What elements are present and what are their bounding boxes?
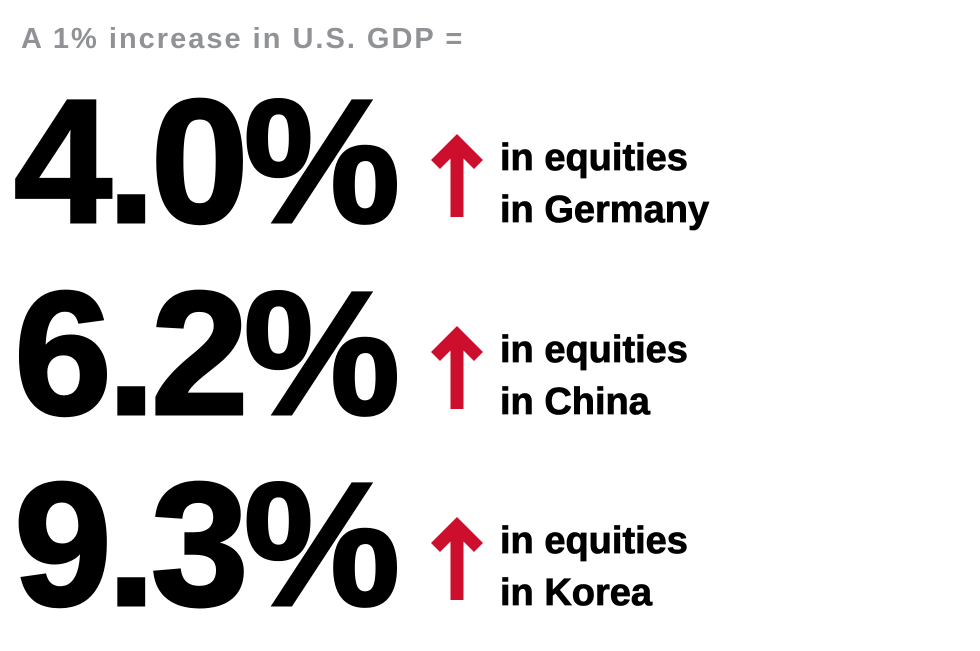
up-arrow-icon	[431, 134, 483, 217]
stat-label-line2: in Korea	[500, 572, 653, 615]
stat-label-line2: in China	[500, 381, 651, 424]
stat-label: in equities in Korea	[500, 515, 689, 619]
stat-value: 6.2%	[12, 256, 401, 452]
up-arrow-icon	[431, 326, 483, 409]
chart-title: A 1% increase in U.S. GDP =	[21, 23, 465, 55]
stat-label: in equities in Germany	[500, 132, 710, 236]
stat-label-line1: in equities	[500, 137, 689, 180]
up-arrow-icon	[431, 517, 483, 600]
stat-label-line1: in equities	[500, 520, 689, 563]
stat-row-korea: 9.3% in equities in Korea	[0, 447, 980, 649]
stat-label-line2: in Germany	[500, 189, 710, 232]
stat-row-germany: 4.0% in equities in Germany	[0, 64, 980, 266]
stat-label: in equities in China	[500, 324, 689, 428]
stat-value: 9.3%	[12, 447, 401, 643]
stat-row-china: 6.2% in equities in China	[0, 256, 980, 458]
stat-label-line1: in equities	[500, 329, 689, 372]
stat-value: 4.0%	[12, 64, 401, 260]
